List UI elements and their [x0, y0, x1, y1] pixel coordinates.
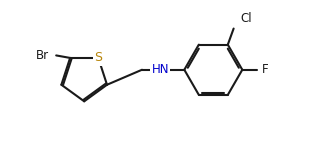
Text: Cl: Cl: [240, 12, 252, 25]
Text: Br: Br: [36, 49, 49, 62]
Text: HN: HN: [151, 63, 169, 76]
Text: S: S: [94, 51, 102, 64]
Text: F: F: [262, 63, 268, 76]
